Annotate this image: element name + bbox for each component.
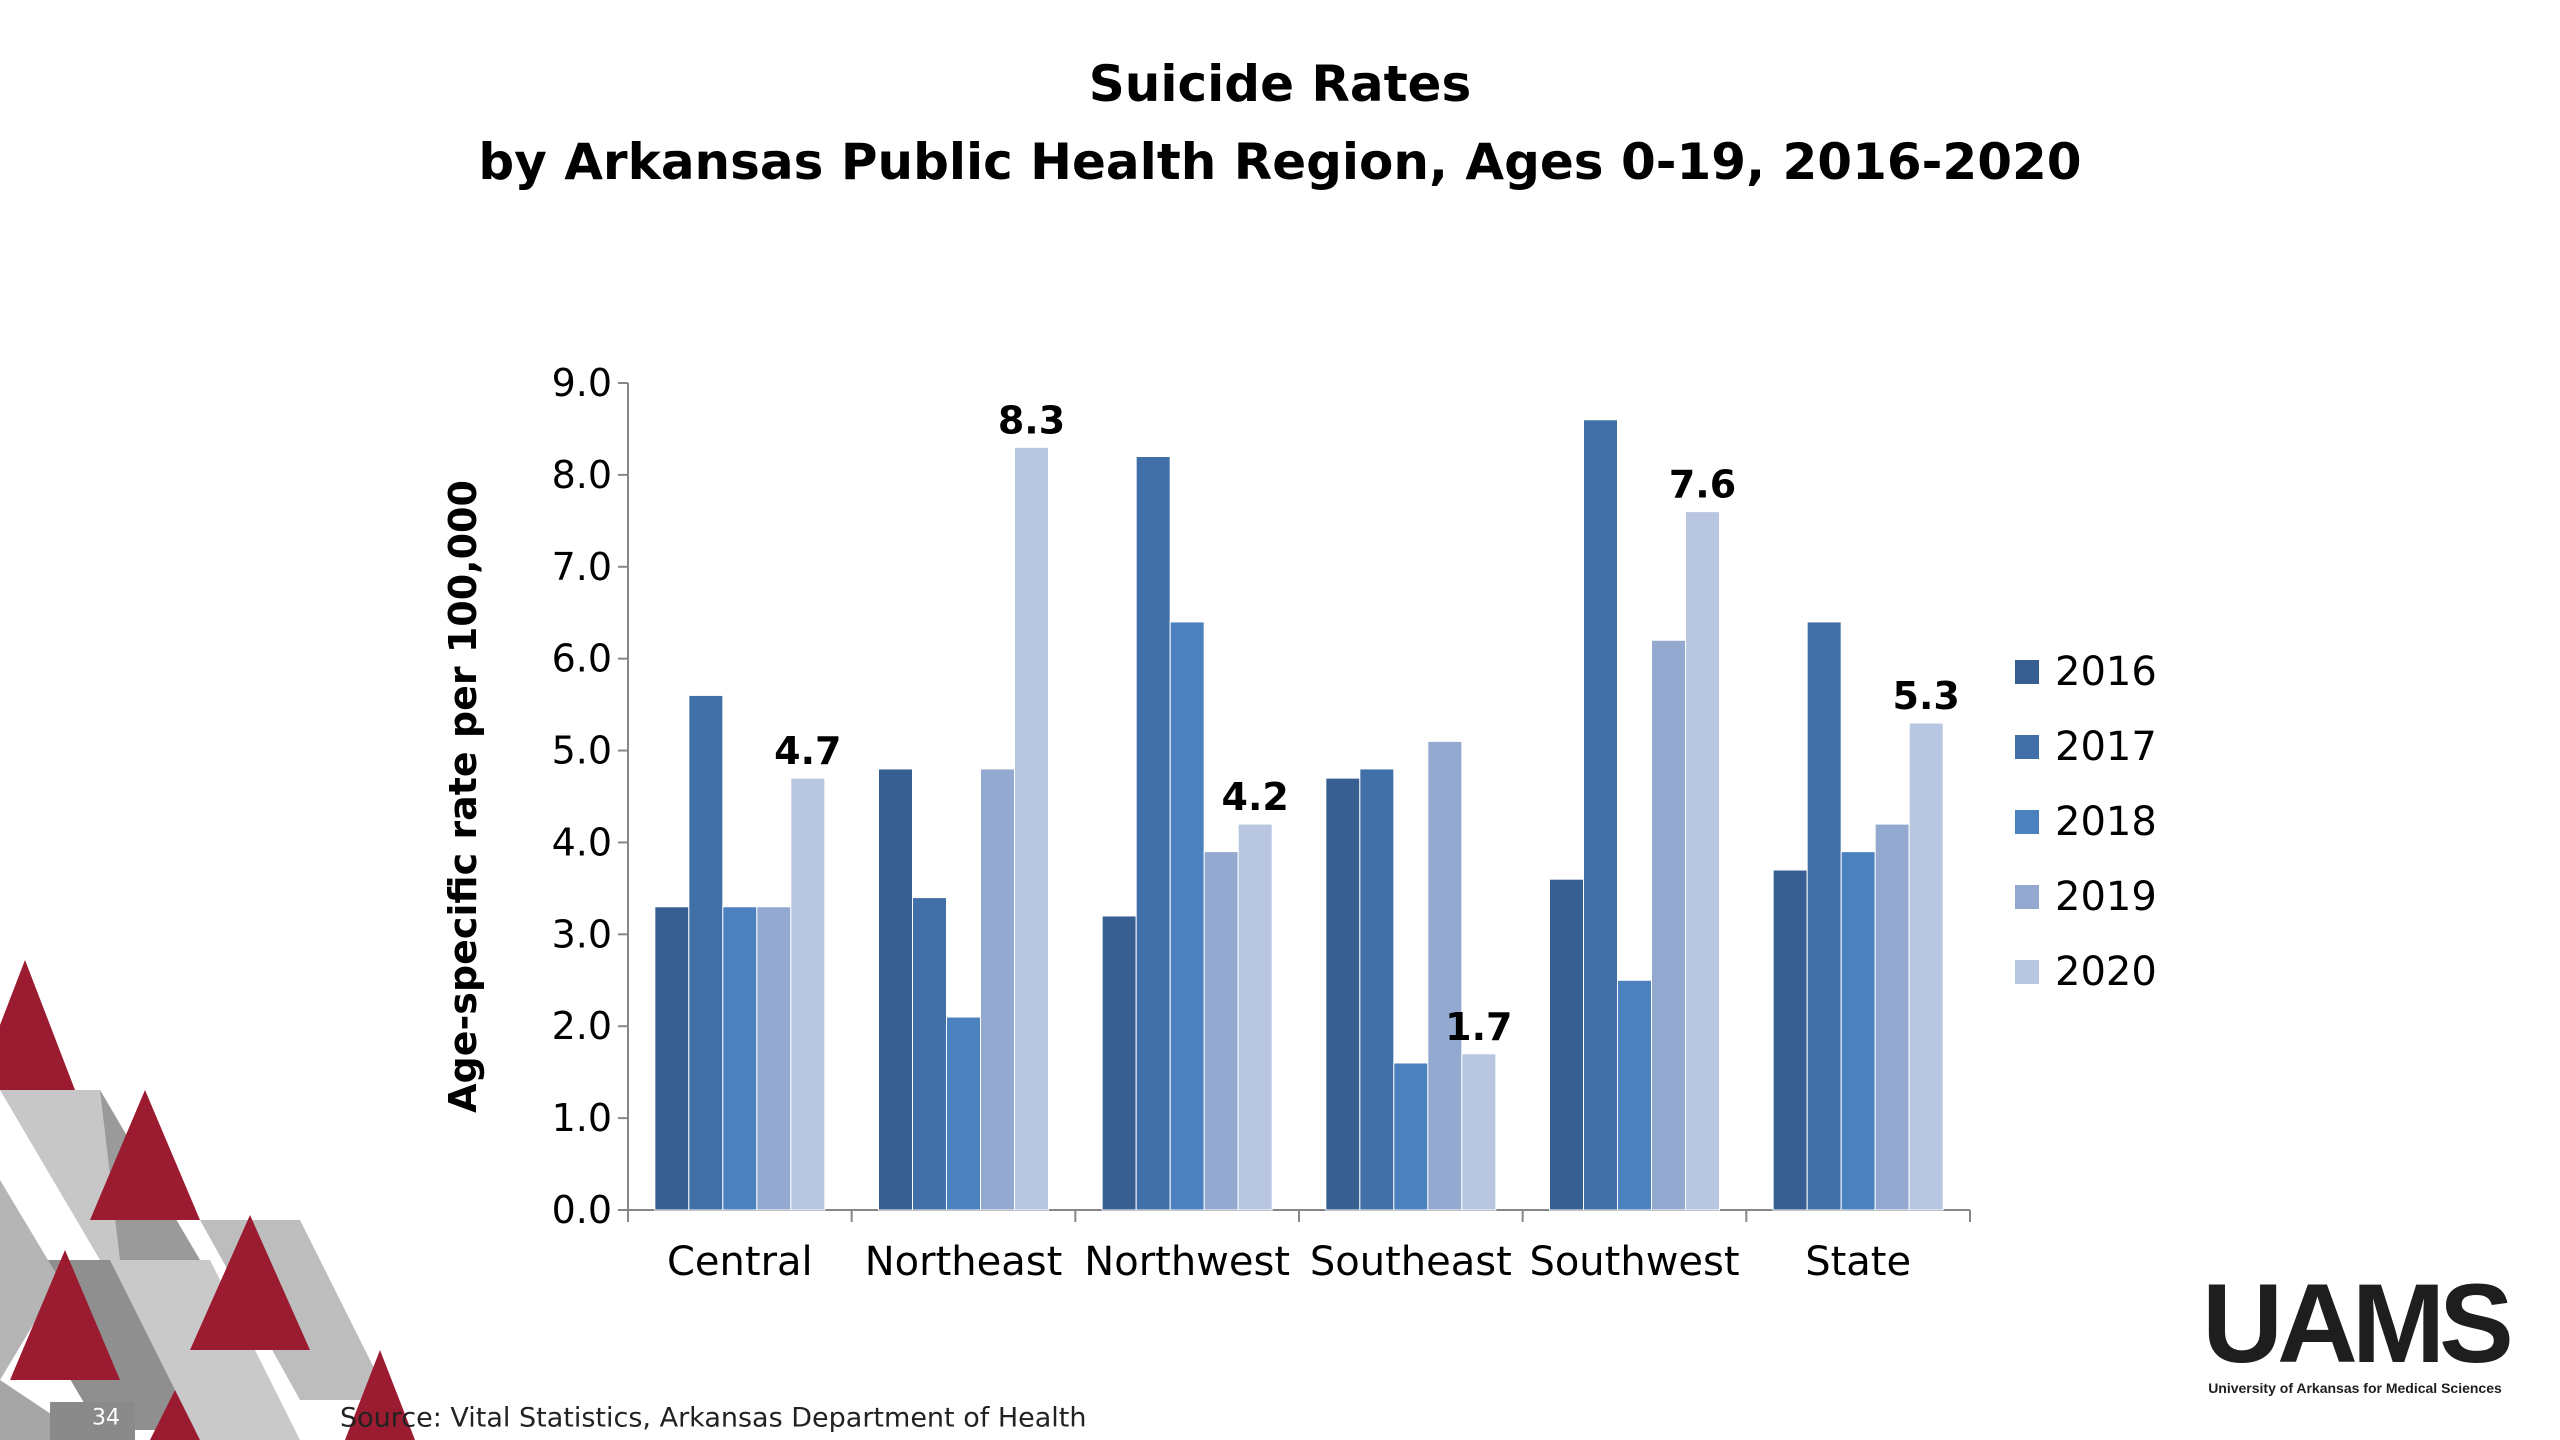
x-tick-label: State [1805, 1239, 1911, 1285]
bar-2019 [756, 906, 792, 1211]
bar-2016 [1549, 878, 1584, 1211]
bar-2016 [1325, 777, 1361, 1211]
bar-2020 [790, 777, 826, 1211]
bar-2020 [1014, 446, 1049, 1211]
legend-swatch-2018 [2015, 810, 2039, 834]
bar-2019 [1203, 851, 1239, 1211]
bar-2020 [1461, 1053, 1497, 1211]
bar-2016 [654, 906, 690, 1211]
x-tick-label: Northwest [1084, 1239, 1290, 1285]
x-tick-label: Northeast [865, 1239, 1063, 1285]
y-tick-label: 6.0 [552, 637, 612, 681]
bar-2017 [688, 694, 724, 1211]
bar-2020 [1237, 823, 1273, 1211]
bar-2017 [912, 897, 947, 1211]
bar-2018 [1169, 621, 1205, 1211]
y-tick-label: 5.0 [552, 729, 612, 773]
x-tick-label: Central [667, 1239, 813, 1285]
bar-2019 [1874, 823, 1910, 1211]
data-label: 4.2 [1222, 775, 1289, 819]
bar-2019 [980, 768, 1015, 1211]
page-number: 34 [92, 1405, 120, 1431]
y-tick-label: 9.0 [552, 361, 612, 405]
y-tick-label: 8.0 [552, 453, 612, 497]
bar-2018 [722, 906, 758, 1211]
data-label: 4.7 [774, 729, 841, 773]
y-tick-label: 2.0 [552, 1004, 612, 1048]
bar-2017 [1806, 621, 1842, 1211]
logo-tagline: University of Arkansas for Medical Scien… [2208, 1380, 2502, 1396]
uams-logo: UAMS University of Arkansas for Medical … [2170, 1261, 2540, 1397]
bar-2017 [1583, 419, 1618, 1211]
bar-2016 [878, 768, 913, 1211]
bar-2020 [1908, 722, 1944, 1211]
bar-2017 [1359, 768, 1395, 1211]
legend: 2016 2017 2018 2019 2020 [2015, 649, 2157, 995]
data-label: 1.7 [1445, 1005, 1512, 1049]
y-tick-label: 3.0 [552, 912, 612, 956]
legend-swatch-2016 [2015, 660, 2039, 684]
bar-2019 [1427, 740, 1463, 1211]
y-axis-title: Age-specific rate per 100,000 [441, 480, 485, 1113]
bar-2016 [1772, 869, 1808, 1211]
bar-2018 [1393, 1062, 1429, 1211]
logo-wordmark: UAMS [2202, 1261, 2514, 1386]
bar-2016 [1101, 915, 1137, 1211]
legend-swatch-2020 [2015, 960, 2039, 984]
legend-label: 2018 [2055, 799, 2157, 845]
bar-2018 [1840, 851, 1876, 1211]
bar-2019 [1651, 639, 1686, 1211]
x-tick-label: Southeast [1310, 1239, 1512, 1285]
legend-swatch-2019 [2015, 885, 2039, 909]
source-note: Source: Vital Statistics, Arkansas Depar… [340, 1402, 1087, 1434]
plot-area: 0.0 1.0 2.0 3.0 4.0 5.0 6.0 7.0 8.0 9.0 Age-specif… [441, 361, 1971, 1285]
legend-label: 2020 [2055, 949, 2157, 995]
data-label: 8.3 [998, 398, 1065, 442]
chart-title-line-1: Suicide Rates [1088, 55, 1472, 113]
legend-label: 2016 [2055, 649, 2157, 695]
bar-2017 [1135, 456, 1171, 1211]
y-tick-label: 1.0 [552, 1096, 612, 1140]
data-label: 7.6 [1669, 463, 1736, 507]
bar-2018 [946, 1016, 981, 1211]
bar-2020 [1685, 511, 1720, 1211]
legend-label: 2019 [2055, 874, 2157, 920]
x-tick-label: Southwest [1529, 1239, 1739, 1285]
legend-swatch-2017 [2015, 735, 2039, 759]
y-tick-label: 4.0 [552, 820, 612, 864]
y-tick-label: 0.0 [552, 1188, 612, 1232]
data-label: 5.3 [1893, 674, 1960, 718]
legend-label: 2017 [2055, 724, 2157, 770]
y-tick-label: 7.0 [552, 545, 612, 589]
bar-2018 [1617, 979, 1652, 1211]
chart-title-line-2: by Arkansas Public Health Region, Ages 0… [478, 133, 2082, 191]
chart-title: Suicide Rates by Arkansas Public Health … [0, 45, 2560, 201]
